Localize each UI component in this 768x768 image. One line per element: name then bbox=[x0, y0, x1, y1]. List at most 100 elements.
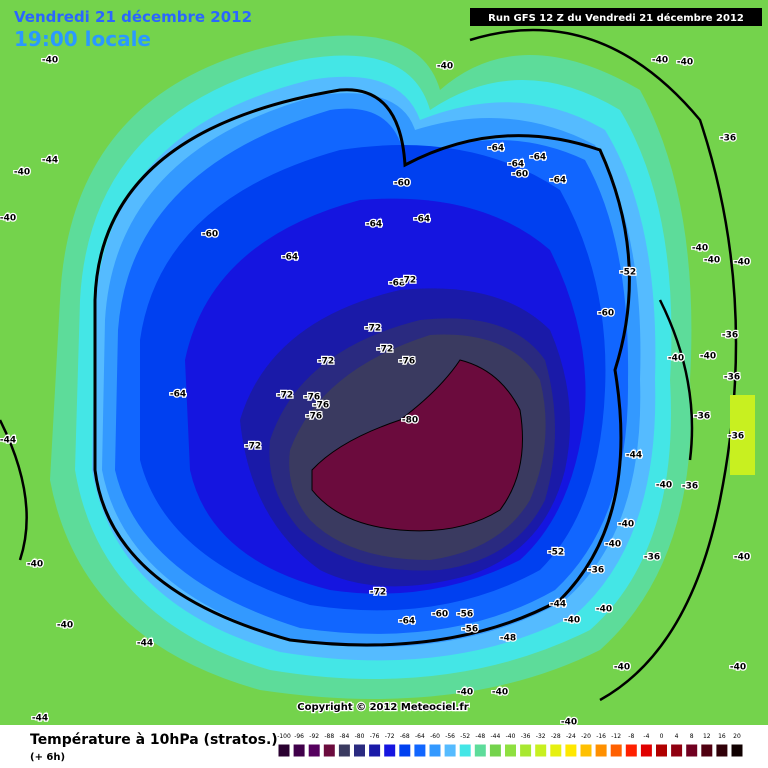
contour-label: -56 bbox=[462, 625, 478, 635]
scale-tick-label: -48 bbox=[475, 733, 485, 740]
contour-label: -56 bbox=[457, 610, 473, 620]
scale-swatch bbox=[307, 743, 321, 758]
scale-tick-label: -72 bbox=[385, 733, 395, 740]
contour-line bbox=[93, 88, 631, 647]
contour-label: -60 bbox=[432, 610, 448, 620]
scale-tick-label: -52 bbox=[460, 733, 470, 740]
scale-swatch bbox=[443, 743, 457, 758]
contour-label: -64 bbox=[530, 153, 546, 163]
scale-tick-label: 8 bbox=[690, 733, 694, 740]
contour-label: -40 bbox=[0, 214, 16, 224]
copyright: Copyright © 2012 Meteociel.fr bbox=[297, 702, 468, 713]
contour-label: -40 bbox=[652, 56, 668, 66]
contour-label: -44 bbox=[32, 714, 48, 724]
contour-label: -36 bbox=[682, 482, 698, 492]
scale-tick-label: -64 bbox=[415, 733, 425, 740]
scale-tick-label: -24 bbox=[566, 733, 576, 740]
contour-label: -48 bbox=[500, 634, 516, 644]
scale-swatch bbox=[368, 743, 382, 758]
scale-swatch bbox=[383, 743, 397, 758]
scale-tick-label: -20 bbox=[581, 733, 591, 740]
contour-labels: -40-40-40 -40-44-40-40-40-40-44-44-60-64-… bbox=[0, 54, 751, 729]
scale-swatch bbox=[579, 743, 593, 758]
contour-label: -76 bbox=[313, 401, 329, 411]
contour-label: -44 bbox=[0, 436, 16, 446]
contour-label: -76 bbox=[399, 357, 415, 367]
scale-swatch bbox=[670, 743, 684, 758]
contour-label: -64 bbox=[414, 215, 430, 225]
scale-swatch bbox=[428, 743, 442, 758]
scale-swatch bbox=[488, 743, 502, 758]
contour-label: -52 bbox=[548, 548, 564, 558]
scale-swatch bbox=[519, 743, 533, 758]
contour-label: -64 bbox=[550, 176, 566, 186]
contour-label: -40 bbox=[14, 168, 30, 178]
contour-label: -40 bbox=[656, 481, 672, 491]
scale-tick-label: -84 bbox=[339, 733, 349, 740]
contour-label: -76 bbox=[306, 412, 322, 422]
contour-label: -64 bbox=[366, 220, 382, 230]
contour-label: -60 bbox=[394, 179, 410, 189]
contour-label: -40 bbox=[734, 553, 750, 563]
scale-swatch bbox=[473, 743, 487, 758]
scale-tick-label: -4 bbox=[643, 733, 649, 740]
scale-tick-label: -100 bbox=[277, 733, 291, 740]
scale-swatch bbox=[639, 743, 653, 758]
warm-patch bbox=[730, 395, 755, 475]
scale-swatch bbox=[534, 743, 548, 758]
contour-label: -44 bbox=[550, 600, 566, 610]
contour-label: -64 bbox=[508, 160, 524, 170]
contour-label: -76 bbox=[304, 393, 320, 403]
contour-label: -40 bbox=[564, 616, 580, 626]
contour-label: -40 bbox=[734, 258, 750, 268]
contour-label: -40 bbox=[457, 688, 473, 698]
scale-tick-label: -56 bbox=[445, 733, 455, 740]
contour-label: -60 bbox=[598, 309, 614, 319]
contour-label: -36 bbox=[722, 331, 738, 341]
scale-swatch bbox=[655, 743, 668, 758]
contour-label: -64 bbox=[282, 253, 298, 263]
contour-label: -40 bbox=[730, 663, 746, 673]
scale-swatch bbox=[277, 743, 291, 758]
scale-tick-label: -16 bbox=[596, 733, 606, 740]
contour-label: -40 bbox=[437, 62, 453, 72]
temperature-fields bbox=[50, 35, 692, 700]
contour-label: -36 bbox=[728, 432, 744, 442]
scale-tick-label: -68 bbox=[400, 733, 410, 740]
scale-swatch bbox=[458, 743, 472, 758]
contour-label: -44 bbox=[137, 639, 153, 649]
scale-swatch bbox=[549, 743, 563, 758]
scale-swatch bbox=[292, 743, 306, 758]
scale-swatch bbox=[413, 743, 427, 758]
contour-label: -40 bbox=[27, 560, 43, 570]
scale-swatch bbox=[564, 743, 578, 758]
scale-swatch bbox=[730, 743, 744, 758]
contour-label: -80 bbox=[402, 416, 418, 426]
scale-swatch bbox=[353, 743, 366, 758]
scale-tick-label: -96 bbox=[294, 733, 304, 740]
contour-label: -36 bbox=[694, 412, 710, 422]
scale-tick-label: -80 bbox=[355, 733, 365, 740]
scale-tick-label: -32 bbox=[536, 733, 546, 740]
scale-swatch bbox=[715, 743, 729, 758]
contour-label: -40 bbox=[605, 540, 621, 550]
color-scale: -100 -96 -92 -88 -84 -80 -76 -72 -68 -64 -60 -56 -52… bbox=[277, 733, 744, 758]
scale-tick-label: -76 bbox=[370, 733, 380, 740]
scale-swatch bbox=[624, 743, 638, 758]
contour-label: -36 bbox=[720, 134, 736, 144]
scale-tick-label: 20 bbox=[733, 733, 741, 740]
contour-label: -36 bbox=[644, 553, 660, 563]
scale-swatch bbox=[322, 743, 336, 758]
scale-tick-label: 16 bbox=[718, 733, 726, 740]
contour-label: -60 bbox=[512, 170, 528, 180]
run-box bbox=[470, 8, 762, 26]
scale-tick-label: -8 bbox=[628, 733, 634, 740]
contour-label: -40 bbox=[677, 58, 693, 68]
scale-tick-label: -88 bbox=[324, 733, 334, 740]
contour-label: -72 bbox=[377, 345, 393, 355]
contour-label: -36 bbox=[724, 373, 740, 383]
contour-label: -44 bbox=[42, 156, 58, 166]
scale-tick-label: -92 bbox=[309, 733, 319, 740]
contour-label: -72 bbox=[370, 588, 386, 598]
